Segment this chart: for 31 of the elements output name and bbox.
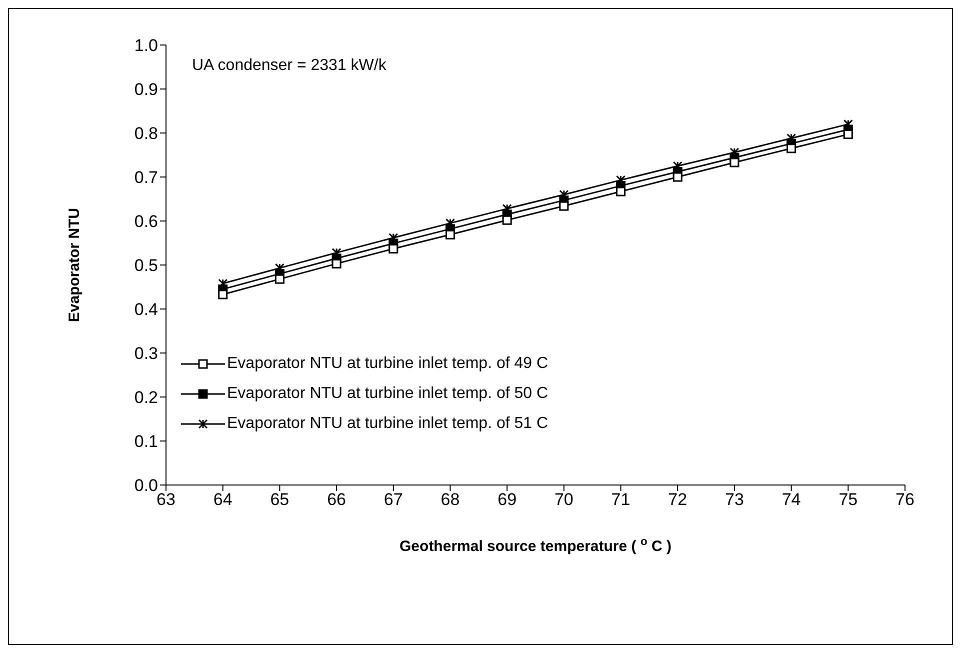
annotation: UA condenser = 2331 kW/k — [192, 57, 386, 75]
y-tick-label: 0.9 — [134, 80, 158, 100]
x-tick-label: 70 — [554, 490, 574, 510]
x-tick-label: 72 — [668, 490, 688, 510]
x-tick-label: 74 — [782, 490, 801, 510]
x-tick-label: 73 — [725, 490, 744, 510]
x-tick-label: 65 — [270, 490, 290, 510]
legend-label: Evaporator NTU at turbine inlet temp. of 50 C — [227, 385, 548, 403]
y-tick-label: 0.1 — [134, 432, 158, 452]
y-tick-label: 0.8 — [134, 124, 158, 144]
x-tick-label: 68 — [440, 490, 460, 510]
y-tick-label: 0.4 — [134, 300, 158, 320]
x-tick-label: 71 — [611, 490, 630, 510]
y-axis-title: Evaporator NTU — [66, 208, 83, 322]
x-tick-label: 76 — [896, 490, 914, 510]
x-tick-label: 66 — [327, 490, 346, 510]
y-tick-label: 0.2 — [134, 388, 158, 408]
y-tick-label: 0.5 — [134, 256, 158, 276]
x-tick-label: 63 — [156, 490, 176, 510]
y-tick-label: 0.7 — [134, 168, 158, 188]
legend-label: Evaporator NTU at turbine inlet temp. of 49 C — [227, 355, 548, 373]
x-axis-title: Geothermal source temperature ( $^{o}$ C ) — [400, 536, 672, 555]
y-tick-label: 0.6 — [134, 212, 158, 232]
x-tick-label: 75 — [838, 490, 858, 510]
legend-label: Evaporator NTU at turbine inlet temp. of 51 C — [227, 415, 548, 433]
y-tick-label: 1.0 — [134, 36, 158, 56]
x-tick-label: 67 — [384, 490, 403, 510]
x-tick-label: 64 — [213, 490, 232, 510]
x-tick-label: 69 — [498, 490, 517, 510]
y-tick-label: 0.3 — [134, 344, 158, 364]
y-tick-label: 0.0 — [134, 476, 158, 496]
